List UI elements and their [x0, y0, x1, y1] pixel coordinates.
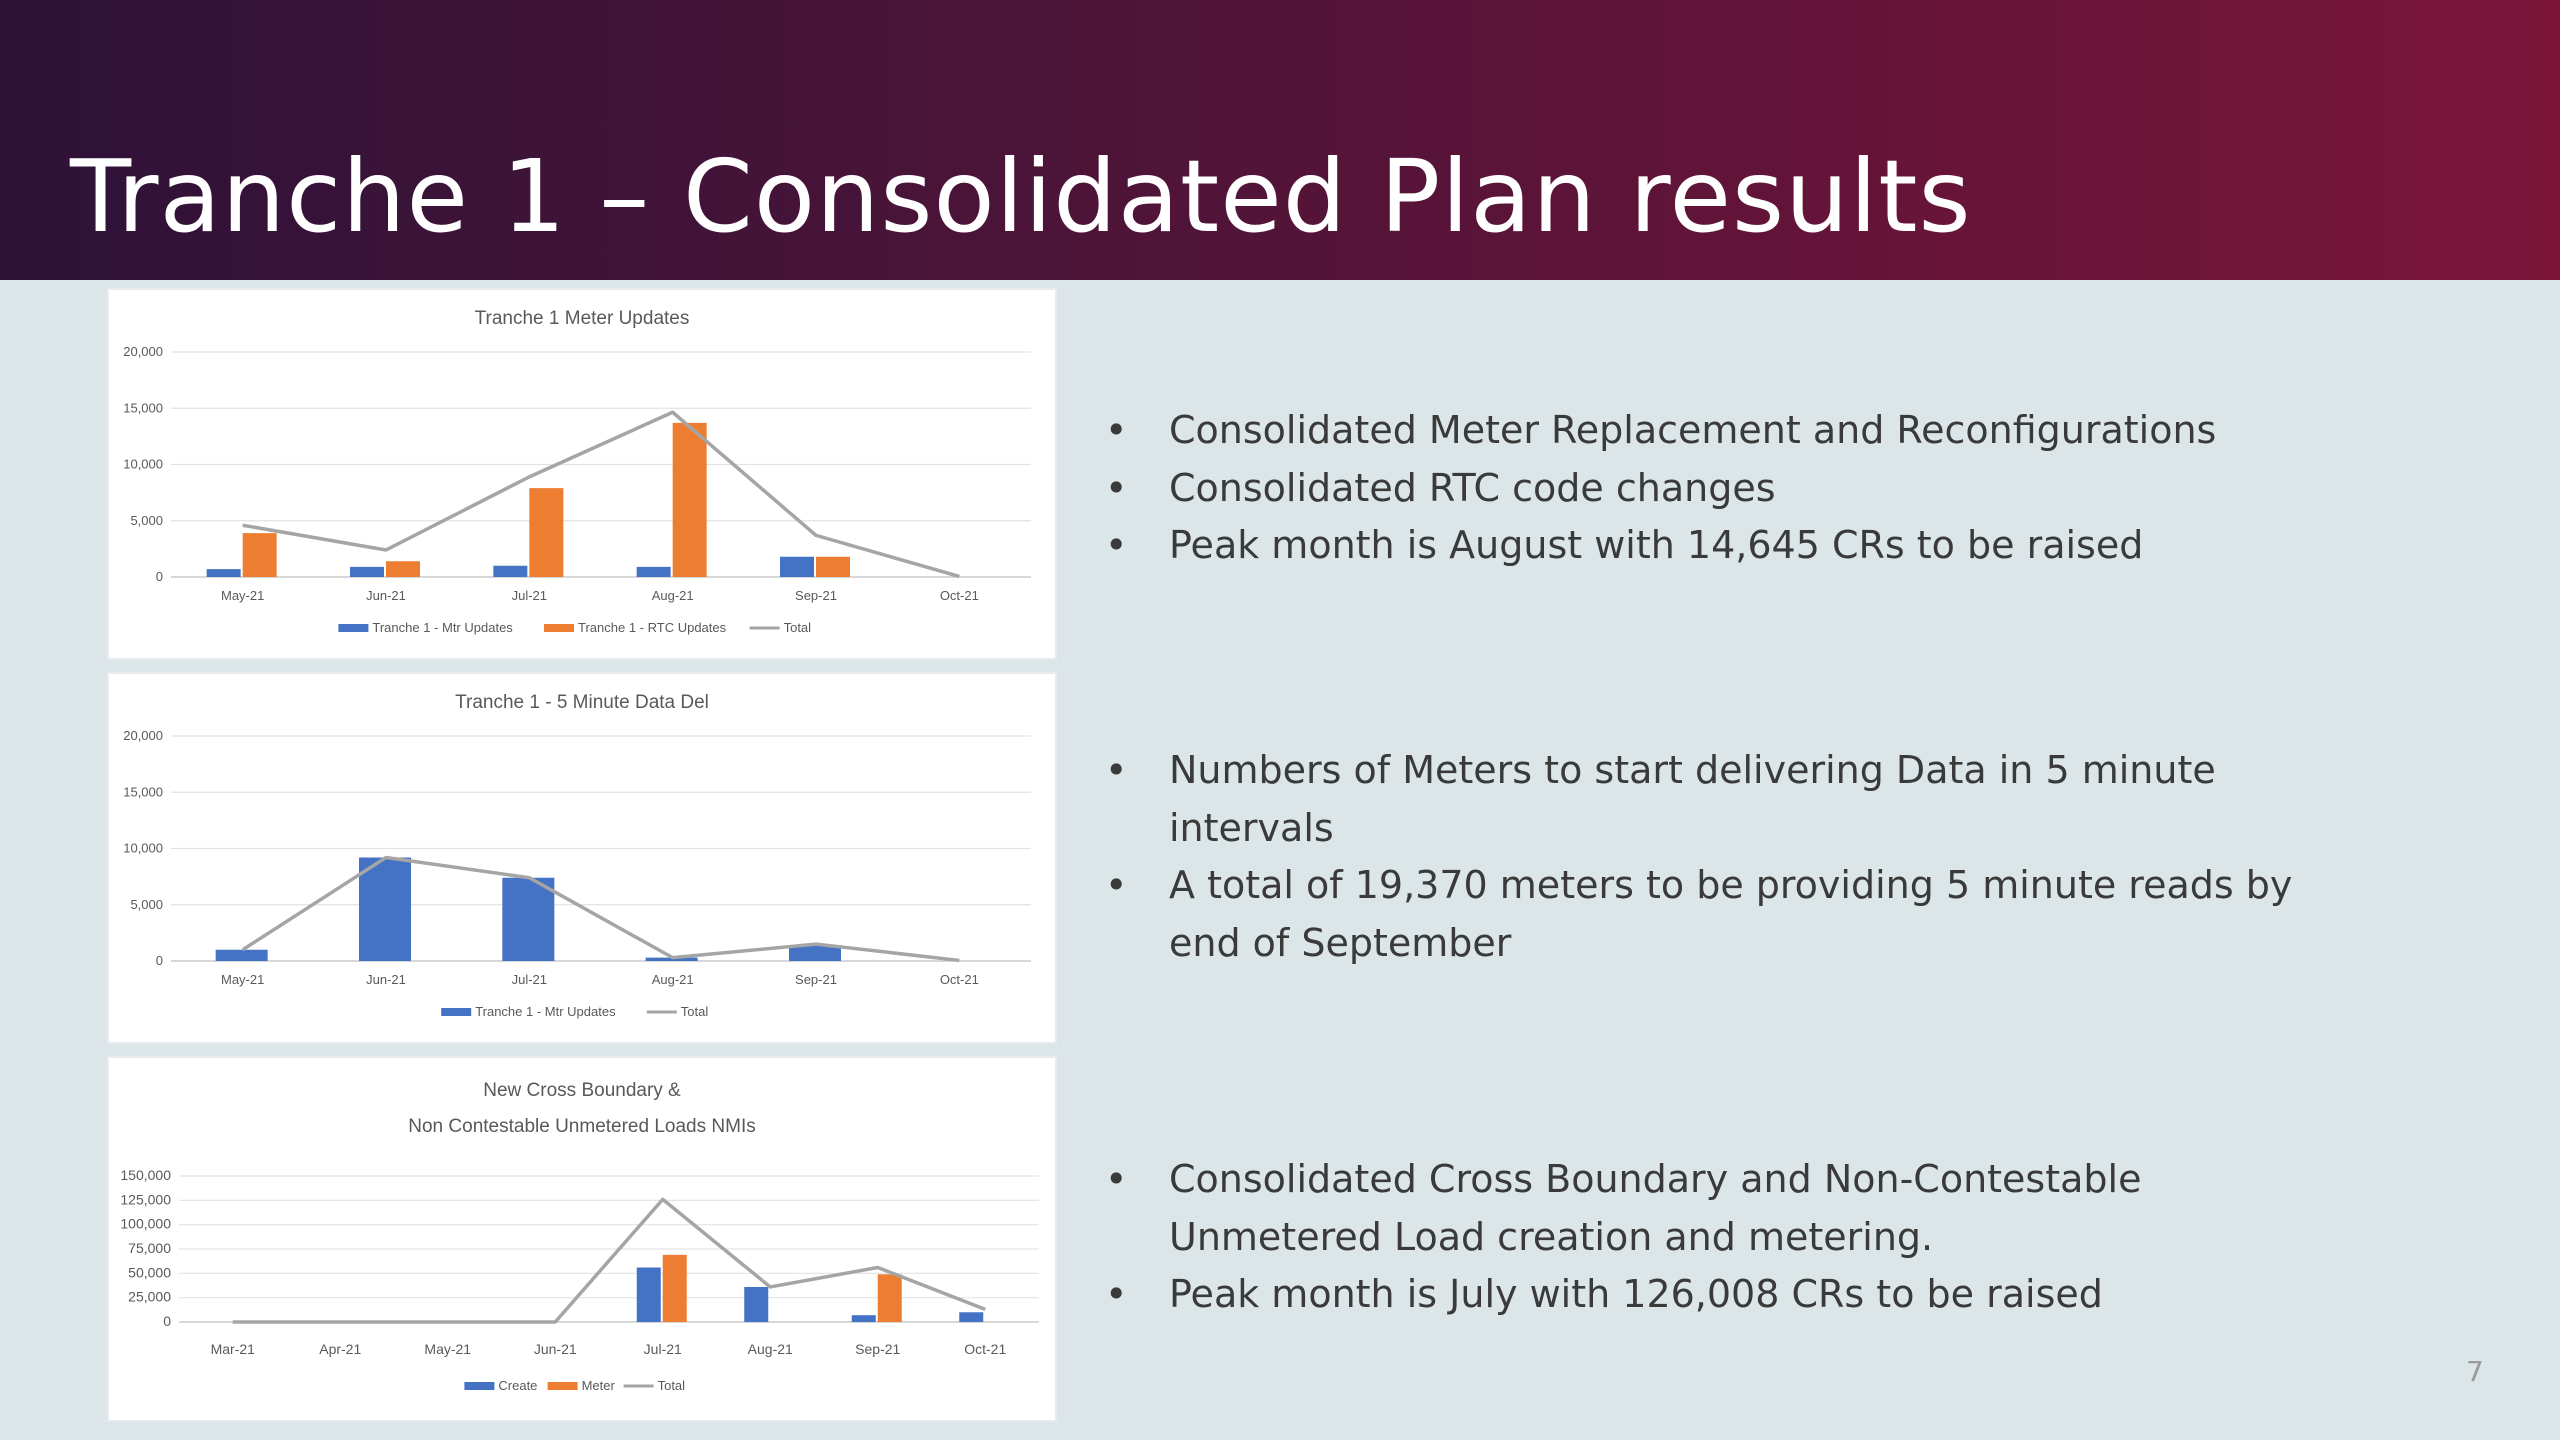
chart-svg: Tranche 1 Meter Updates 0 5,000 10,000 15,00…: [123, 308, 1031, 635]
x-tick-label: Oct-21: [940, 972, 979, 987]
x-tick-label: Jul-21: [644, 1341, 682, 1357]
x-tick-label: Aug-21: [652, 972, 694, 987]
legend-swatch: [338, 624, 369, 632]
x-tick-label: Jul-21: [512, 972, 547, 987]
x-tick-label: Jun-21: [366, 972, 406, 987]
bar: [780, 556, 814, 577]
bar: [359, 857, 411, 961]
x-tick-label: Oct-21: [940, 588, 979, 603]
y-tick-label: 5,000: [130, 897, 163, 912]
bar: [672, 422, 707, 577]
x-tick-label: May-21: [221, 588, 264, 603]
y-tick-label: 100,000: [120, 1216, 171, 1232]
bar: [386, 561, 420, 577]
x-tick-label: Sep-21: [795, 972, 837, 987]
bar: [215, 949, 268, 961]
y-tick-label: 150,000: [120, 1167, 171, 1183]
legend-label: Create: [498, 1378, 537, 1393]
total-line: [241, 855, 960, 963]
chart-5-minute-data: Tranche 1 - 5 Minute Data Del 0 5,000 10,00…: [107, 672, 1057, 1044]
total-line: [242, 410, 960, 579]
legend-swatch: [547, 1382, 578, 1390]
bullet-item: Peak month is July with 126,008 CRs to b…: [1105, 1266, 2255, 1324]
header-banner: [0, 0, 2560, 280]
y-tick-label: 15,000: [123, 784, 163, 799]
bar: [493, 565, 528, 577]
bullet-item: Consolidated RTC code changes: [1105, 460, 2405, 518]
legend-label: Total: [681, 1004, 709, 1019]
x-tick-label: May-21: [424, 1341, 471, 1357]
chart-svg: New Cross Boundary & Non Contestable Unme…: [120, 1080, 1039, 1393]
legend-label: Total: [784, 620, 812, 635]
x-tick-label: Sep-21: [855, 1341, 900, 1357]
x-tick-label: Sep-21: [795, 588, 837, 603]
y-tick-label: 25,000: [128, 1289, 171, 1305]
bar: [502, 877, 555, 961]
legend-label: Tranche 1 - RTC Updates: [578, 620, 727, 635]
page-title: Tranche 1 – Consolidated Plan results: [70, 138, 1972, 255]
chart-title: Non Contestable Unmetered Loads NMIs: [408, 1116, 755, 1137]
x-tick-label: Apr-21: [319, 1341, 361, 1357]
bullet-item: A total of 19,370 meters to be providing…: [1105, 857, 2305, 972]
x-tick-label: May-21: [221, 972, 264, 987]
x-tick-label: Aug-21: [652, 588, 694, 603]
x-tick-label: Jul-21: [512, 588, 547, 603]
bar: [636, 566, 671, 577]
y-tick-label: 0: [156, 953, 163, 968]
chart-title: Tranche 1 Meter Updates: [475, 308, 690, 329]
bar: [636, 1267, 661, 1322]
x-tick-label: Aug-21: [748, 1341, 793, 1357]
bar: [242, 533, 277, 577]
chart-title: New Cross Boundary &: [483, 1080, 681, 1101]
bullet-list-cross-boundary: Consolidated Cross Boundary and Non-Cont…: [1105, 1151, 2255, 1324]
legend-swatch: [464, 1382, 495, 1390]
bullet-item: Consolidated Meter Replacement and Recon…: [1105, 402, 2405, 460]
legend-label: Tranche 1 - Mtr Updates: [372, 620, 513, 635]
legend-label: Meter: [582, 1378, 616, 1393]
y-tick-label: 125,000: [120, 1191, 171, 1207]
bar: [789, 945, 841, 961]
legend-swatch: [441, 1008, 472, 1016]
y-tick-label: 0: [163, 1313, 171, 1329]
bar: [350, 566, 384, 577]
total-line: [232, 1197, 986, 1324]
bar: [959, 1312, 984, 1322]
bar: [877, 1274, 902, 1322]
legend-swatch: [544, 624, 574, 632]
y-tick-label: 15,000: [123, 400, 163, 415]
y-tick-label: 50,000: [128, 1264, 171, 1280]
y-tick-label: 0: [156, 569, 163, 584]
y-tick-label: 20,000: [123, 728, 163, 743]
chart-cross-boundary: New Cross Boundary & Non Contestable Unme…: [107, 1056, 1057, 1422]
chart-title: Tranche 1 - 5 Minute Data Del: [455, 692, 709, 713]
bar: [662, 1254, 687, 1322]
x-tick-label: Oct-21: [964, 1341, 1006, 1357]
page-number: 7: [2466, 1355, 2484, 1388]
x-tick-label: Mar-21: [211, 1341, 256, 1357]
y-tick-label: 5,000: [130, 513, 163, 528]
bullet-item: Consolidated Cross Boundary and Non-Cont…: [1105, 1151, 2255, 1266]
y-tick-label: 75,000: [128, 1240, 171, 1256]
chart-svg: Tranche 1 - 5 Minute Data Del 0 5,000 10,00…: [123, 692, 1031, 1019]
bullet-item: Peak month is August with 14,645 CRs to …: [1105, 517, 2405, 575]
x-tick-label: Jun-21: [366, 588, 406, 603]
bar: [744, 1286, 769, 1322]
bullet-list-meter-updates: Consolidated Meter Replacement and Recon…: [1105, 402, 2405, 575]
x-tick-label: Jun-21: [534, 1341, 577, 1357]
bar: [816, 556, 850, 577]
bar: [645, 957, 698, 961]
bullet-item: Numbers of Meters to start delivering Da…: [1105, 742, 2305, 857]
legend-label: Total: [658, 1378, 686, 1393]
y-tick-label: 20,000: [123, 344, 163, 359]
bullet-list-5-minute-data: Numbers of Meters to start delivering Da…: [1105, 742, 2305, 972]
chart-meter-updates: Tranche 1 Meter Updates 0 5,000 10,000 15,00…: [107, 288, 1057, 660]
legend-label: Tranche 1 - Mtr Updates: [475, 1004, 616, 1019]
y-tick-label: 10,000: [123, 457, 163, 472]
bar: [529, 488, 564, 577]
bar: [206, 569, 241, 577]
bar: [851, 1315, 876, 1322]
y-tick-label: 10,000: [123, 841, 163, 856]
